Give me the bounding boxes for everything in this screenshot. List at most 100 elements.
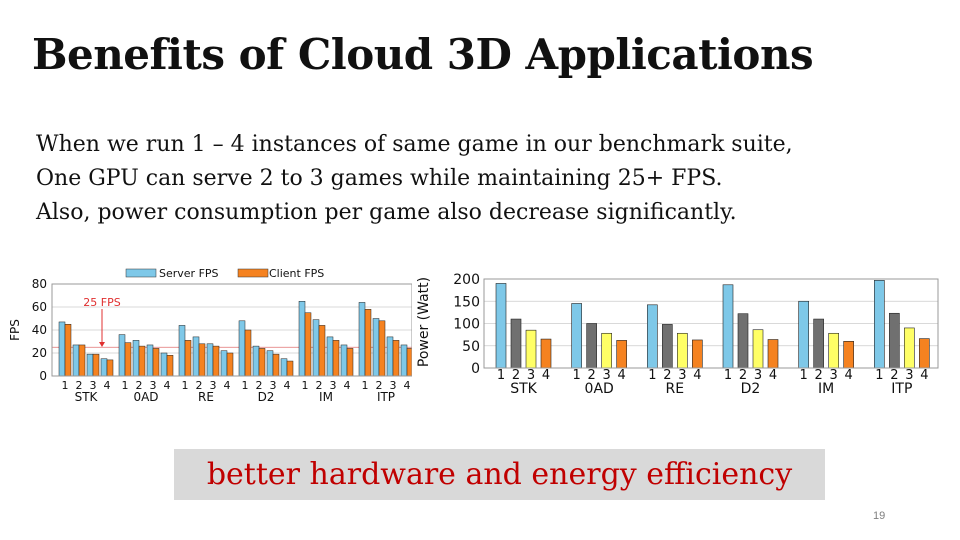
- fps-client-bar: [332, 340, 340, 377]
- fps-y-tick-label: 80: [32, 277, 47, 291]
- fps-server-bar: [266, 350, 274, 377]
- fps-y-tick-label: 0: [39, 369, 47, 383]
- power-instance-tick-label: 2: [890, 368, 898, 383]
- power-bar: [495, 283, 507, 369]
- fps-legend-server-label: Server FPS: [159, 267, 219, 280]
- body-line-1: When we run 1 – 4 instances of same game…: [36, 132, 793, 157]
- power-bar: [752, 329, 764, 369]
- power-instance-tick-label: 1: [648, 368, 656, 383]
- fps-instance-tick-label: 4: [164, 379, 171, 392]
- fps-client-bar: [272, 353, 280, 377]
- power-bar: [662, 324, 673, 369]
- fps-server-bar: [86, 353, 94, 377]
- power-instance-tick-label: 2: [588, 368, 596, 383]
- power-bar: [525, 329, 537, 369]
- fps-instance-tick-label: 4: [284, 379, 291, 392]
- power-bar: [737, 313, 749, 369]
- power-instance-tick-label: 3: [678, 368, 686, 383]
- fps-server-bar: [358, 302, 366, 377]
- power-bar: [601, 332, 612, 369]
- fps-client-bar: [78, 344, 86, 377]
- power-instance-tick-label: 1: [497, 368, 505, 383]
- power-instance-tick-label: 4: [693, 368, 701, 383]
- fps-client-bar: [244, 329, 252, 377]
- power-instance-tick-label: 3: [905, 368, 913, 383]
- fps-instance-tick-label: 2: [76, 379, 83, 392]
- fps-client-bar: [378, 320, 386, 377]
- fps-client-bar: [138, 345, 146, 377]
- fps-instance-tick-label: 3: [330, 379, 337, 392]
- fps-server-bar: [312, 319, 320, 377]
- fps-server-bar: [386, 336, 394, 377]
- power-y-axis-label: Power (Watt): [416, 277, 432, 367]
- fps-group-label: STK: [75, 390, 99, 404]
- slide-number: 19: [873, 510, 886, 522]
- fps-instance-tick-label: 1: [182, 379, 189, 392]
- fps-annotation-arrowhead: [99, 342, 105, 347]
- power-group-label: STK: [510, 381, 537, 397]
- fps-client-bar: [346, 348, 354, 377]
- fps-server-bar: [220, 350, 228, 377]
- power-instance-tick-label: 4: [618, 368, 626, 383]
- fps-instance-tick-label: 3: [270, 379, 277, 392]
- fps-instance-tick-label: 3: [90, 379, 97, 392]
- fps-server-bar: [298, 301, 306, 377]
- power-instance-tick-label: 2: [815, 368, 823, 383]
- fps-group-label: ITP: [377, 390, 395, 404]
- fps-legend-server-swatch: [125, 268, 157, 278]
- fps-server-bar: [326, 336, 334, 377]
- fps-client-bar: [166, 355, 174, 377]
- fps-group-label: D2: [258, 390, 275, 404]
- fps-instance-tick-label: 2: [256, 379, 263, 392]
- fps-server-bar: [160, 352, 168, 377]
- fps-server-bar: [132, 340, 140, 377]
- fps-client-bar: [392, 340, 400, 377]
- fps-client-bar: [212, 345, 220, 377]
- power-bar: [510, 318, 522, 369]
- fps-instance-tick-label: 1: [302, 379, 309, 392]
- callout-banner: better hardware and energy efficiency: [174, 449, 825, 500]
- fps-instance-tick-label: 3: [210, 379, 217, 392]
- fps-instance-tick-label: 4: [224, 379, 231, 392]
- power-bar: [874, 280, 885, 369]
- fps-server-bar: [118, 334, 126, 377]
- fps-server-bar: [192, 336, 200, 377]
- power-bar: [692, 339, 703, 369]
- power-bar: [798, 300, 809, 369]
- fps-instance-tick-label: 3: [390, 379, 397, 392]
- fps-server-bar: [178, 325, 186, 377]
- power-instance-tick-label: 1: [724, 368, 732, 383]
- power-instance-tick-label: 3: [527, 368, 535, 383]
- power-y-tick-label: 100: [453, 317, 480, 333]
- body-line-3: Also, power consumption per game also de…: [36, 200, 737, 225]
- fps-server-bar: [238, 320, 246, 377]
- power-bar: [828, 332, 839, 369]
- fps-server-bar: [280, 358, 288, 377]
- fps-plot-border: [51, 283, 412, 377]
- power-bar: [722, 284, 734, 369]
- fps-server-bar: [252, 345, 260, 377]
- fps-instance-tick-label: 1: [62, 379, 69, 392]
- power-group-label: 0AD: [585, 381, 614, 397]
- power-instance-tick-label: 4: [769, 368, 777, 383]
- fps-instance-tick-label: 3: [150, 379, 157, 392]
- power-instance-tick-label: 4: [845, 368, 853, 383]
- fps-group-label: 0AD: [133, 390, 158, 404]
- power-bar: [904, 327, 915, 369]
- fps-legend-client-label: Client FPS: [269, 267, 324, 280]
- body-line-2: One GPU can serve 2 to 3 games while mai…: [36, 166, 723, 191]
- power-group-label: D2: [741, 381, 761, 397]
- fps-server-bar: [146, 344, 154, 377]
- fps-instance-tick-label: 2: [136, 379, 143, 392]
- fps-client-bar: [106, 359, 114, 377]
- fps-client-bar: [226, 352, 234, 377]
- power-bar: [586, 323, 597, 369]
- power-bar: [647, 304, 658, 369]
- slide-title: Benefits of Cloud 3D Applications: [32, 30, 814, 79]
- fps-annotation: 25 FPS: [83, 296, 120, 309]
- fps-server-bar: [400, 344, 408, 377]
- fps-server-bar: [340, 344, 348, 377]
- power-instance-tick-label: 2: [739, 368, 747, 383]
- fps-server-bar: [100, 358, 108, 377]
